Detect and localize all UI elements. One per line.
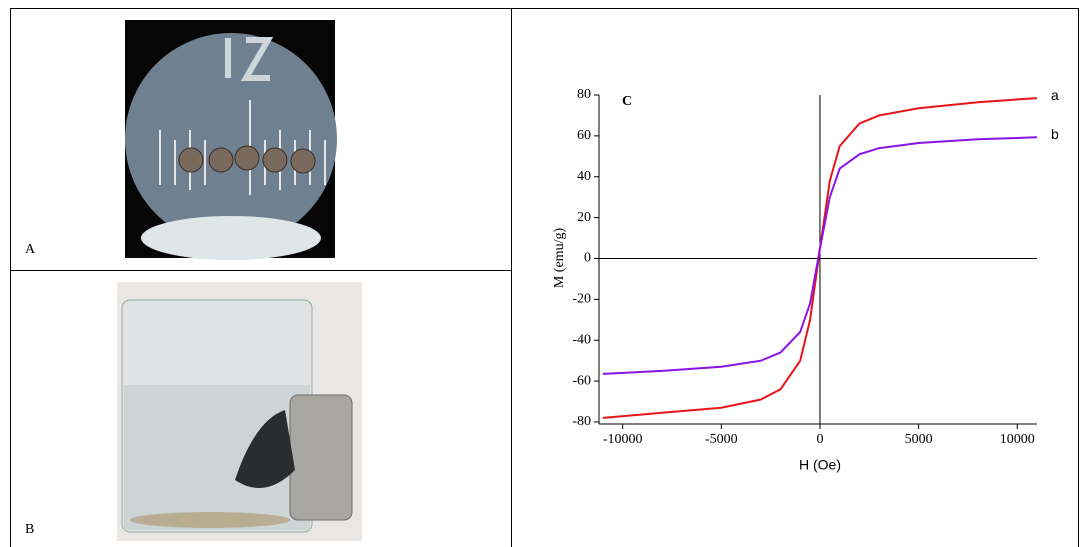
frame bbox=[10, 8, 1079, 547]
photo-a bbox=[125, 20, 337, 260]
series-label: b bbox=[1051, 126, 1059, 142]
x-axis-title: H (Oe) bbox=[799, 457, 841, 473]
x-tick-label: 10000 bbox=[1000, 432, 1035, 447]
x-tick-label: 5000 bbox=[905, 432, 933, 447]
y-tick-label: -60 bbox=[572, 373, 591, 388]
x-tick-label: -10000 bbox=[603, 432, 643, 447]
y-tick-label: 0 bbox=[584, 251, 591, 266]
y-tick-label: -80 bbox=[572, 414, 591, 429]
y-tick-label: -20 bbox=[572, 292, 591, 307]
y-tick-label: -40 bbox=[572, 332, 591, 347]
y-tick-label: 20 bbox=[577, 210, 591, 225]
y-tick-label: 40 bbox=[577, 169, 591, 184]
y-tick-label: 60 bbox=[577, 128, 591, 143]
series-label: a bbox=[1051, 87, 1059, 103]
panel-label: A bbox=[25, 242, 36, 257]
panel-label: C bbox=[622, 94, 632, 109]
photo-b bbox=[117, 282, 362, 541]
x-tick-label: 0 bbox=[816, 432, 823, 447]
y-tick-label: 80 bbox=[577, 87, 591, 102]
series-line bbox=[602, 136, 1038, 375]
panel-label: B bbox=[25, 522, 34, 537]
y-axis-title: M (emu/g) bbox=[552, 228, 567, 289]
x-tick-label: -5000 bbox=[705, 432, 738, 447]
